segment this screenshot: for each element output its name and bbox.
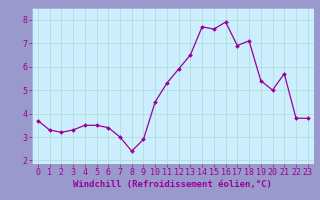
X-axis label: Windchill (Refroidissement éolien,°C): Windchill (Refroidissement éolien,°C) xyxy=(73,180,272,189)
